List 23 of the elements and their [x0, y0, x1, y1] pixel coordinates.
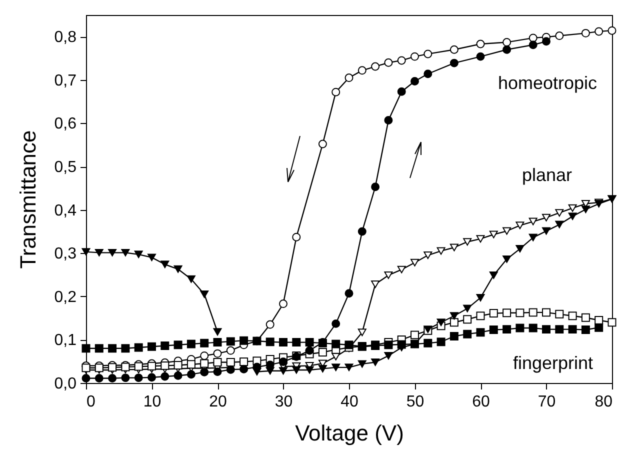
y-tick-label: 0,8 — [54, 29, 77, 46]
x-tick-label: 40 — [340, 394, 358, 410]
y-tick-label: 0,1 — [54, 332, 77, 350]
x-tick-label: 80 — [594, 394, 613, 410]
x-axis-title: Voltage (V) — [295, 420, 404, 446]
x-tick-label: 20 — [209, 394, 227, 410]
x-tick-label: 60 — [472, 394, 490, 410]
y-tick-label: 0,5 — [54, 159, 77, 176]
x-tick-label: 0 — [86, 394, 96, 410]
annotation: homeotropic — [498, 73, 598, 93]
y-tick-label: 0,2 — [54, 288, 77, 306]
x-tick-label: 70 — [538, 394, 556, 410]
y-tick-label: 0,4 — [54, 202, 77, 220]
y-tick-label: 0,3 — [54, 246, 77, 263]
annotation: planar — [522, 165, 572, 185]
y-axis-title: Transmittance — [15, 130, 40, 269]
y-tick-label: 0,6 — [54, 116, 77, 133]
y-tick-label: 0,7 — [54, 72, 77, 90]
x-tick-label: 10 — [143, 394, 162, 410]
x-tick-label: 30 — [274, 394, 293, 410]
annotation: fingerprint — [513, 353, 594, 373]
y-tick-label: 0,0 — [54, 376, 77, 392]
x-tick-label: 50 — [406, 394, 424, 410]
